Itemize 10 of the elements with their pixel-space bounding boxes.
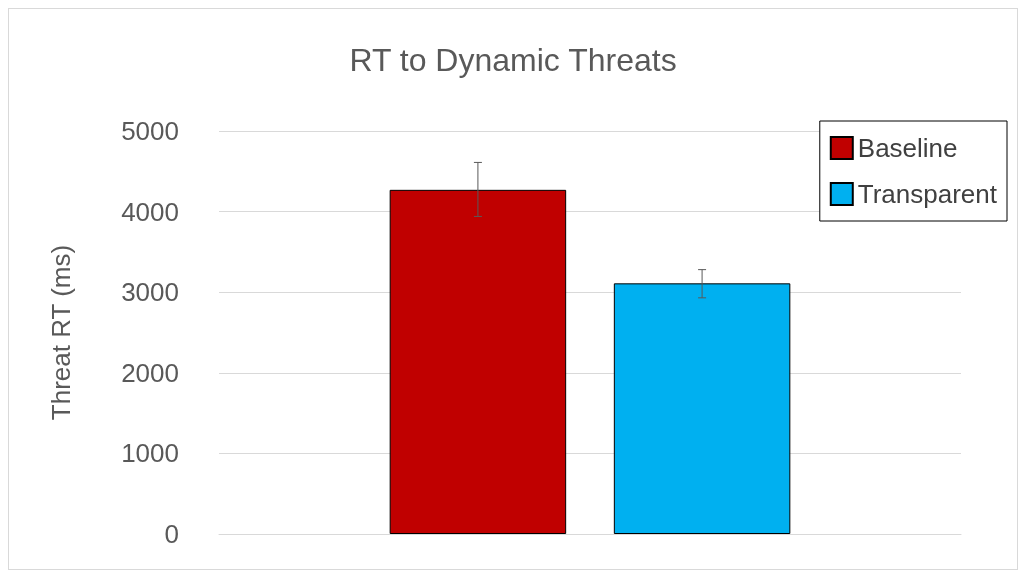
y-tick-label: 2000 [121,357,179,388]
legend-label: Transparent [857,179,998,209]
chart-title: RT to Dynamic Threats [349,42,677,78]
y-tick-label: 0 [164,519,179,549]
y-tick-label: 5000 [121,116,179,146]
legend-label: Baseline [857,133,958,163]
y-axis-title: Threat RT (ms) [46,244,76,421]
y-tick-label: 4000 [121,196,179,227]
y-tick-label: 3000 [121,277,179,308]
y-tick-label: 1000 [121,438,179,469]
